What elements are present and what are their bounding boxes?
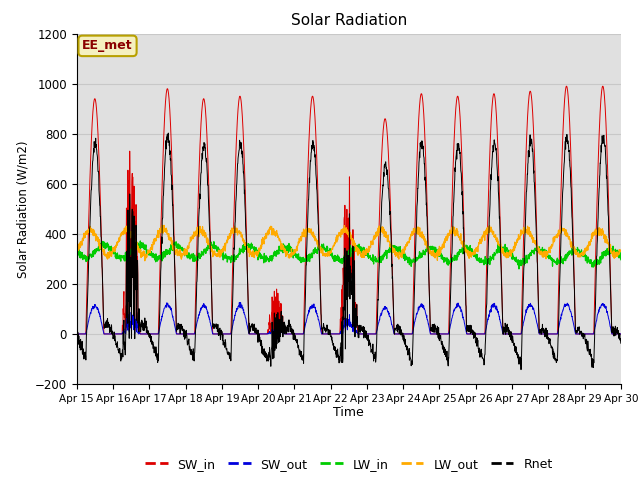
LW_in xyxy=(515,266,523,272)
Rnet xyxy=(365,343,372,348)
Line: SW_in: SW_in xyxy=(77,86,621,334)
SW_out xyxy=(225,331,232,337)
Rnet xyxy=(617,340,625,346)
SW_out xyxy=(569,318,577,324)
LW_out xyxy=(508,253,515,259)
Rnet xyxy=(73,336,81,341)
LW_out xyxy=(570,245,577,251)
Line: SW_out: SW_out xyxy=(77,302,621,334)
Line: Rnet: Rnet xyxy=(77,133,621,370)
LW_in xyxy=(584,258,592,264)
X-axis label: Time: Time xyxy=(333,407,364,420)
LW_out xyxy=(141,258,148,264)
Rnet xyxy=(225,350,232,356)
Rnet xyxy=(376,228,384,234)
LW_in xyxy=(136,238,144,244)
LW_in xyxy=(507,253,515,259)
LW_in xyxy=(617,257,625,263)
Legend: SW_in, SW_out, LW_in, LW_out, Rnet: SW_in, SW_out, LW_in, LW_out, Rnet xyxy=(140,453,557,476)
SW_in xyxy=(563,84,570,89)
Rnet xyxy=(517,367,525,372)
Text: EE_met: EE_met xyxy=(82,39,133,52)
Y-axis label: Solar Radiation (W/m2): Solar Radiation (W/m2) xyxy=(17,140,29,277)
LW_out xyxy=(73,246,81,252)
SW_in xyxy=(365,331,372,337)
SW_out xyxy=(376,313,384,319)
Rnet xyxy=(507,337,515,343)
SW_in xyxy=(376,190,384,196)
Rnet xyxy=(584,346,592,352)
SW_in xyxy=(73,331,81,337)
LW_in xyxy=(365,255,372,261)
LW_out xyxy=(617,248,625,253)
LW_out xyxy=(365,243,372,249)
SW_in xyxy=(617,331,625,337)
SW_in xyxy=(507,331,515,337)
SW_out xyxy=(617,331,625,337)
LW_in xyxy=(73,250,81,256)
Line: LW_out: LW_out xyxy=(77,225,621,261)
LW_out xyxy=(377,229,385,235)
SW_in xyxy=(569,223,577,229)
LW_in xyxy=(225,254,232,260)
SW_in xyxy=(225,331,232,337)
SW_out xyxy=(73,331,81,337)
LW_out xyxy=(584,243,592,249)
Line: LW_in: LW_in xyxy=(77,241,621,269)
LW_out xyxy=(160,222,168,228)
SW_in xyxy=(584,331,592,337)
Rnet xyxy=(164,130,172,136)
SW_out xyxy=(237,300,244,305)
LW_in xyxy=(376,253,384,259)
SW_out xyxy=(507,331,515,337)
LW_in xyxy=(570,250,577,256)
SW_out xyxy=(584,331,592,337)
SW_out xyxy=(365,331,372,337)
LW_out xyxy=(225,233,233,239)
Title: Solar Radiation: Solar Radiation xyxy=(291,13,407,28)
Rnet xyxy=(570,250,577,255)
